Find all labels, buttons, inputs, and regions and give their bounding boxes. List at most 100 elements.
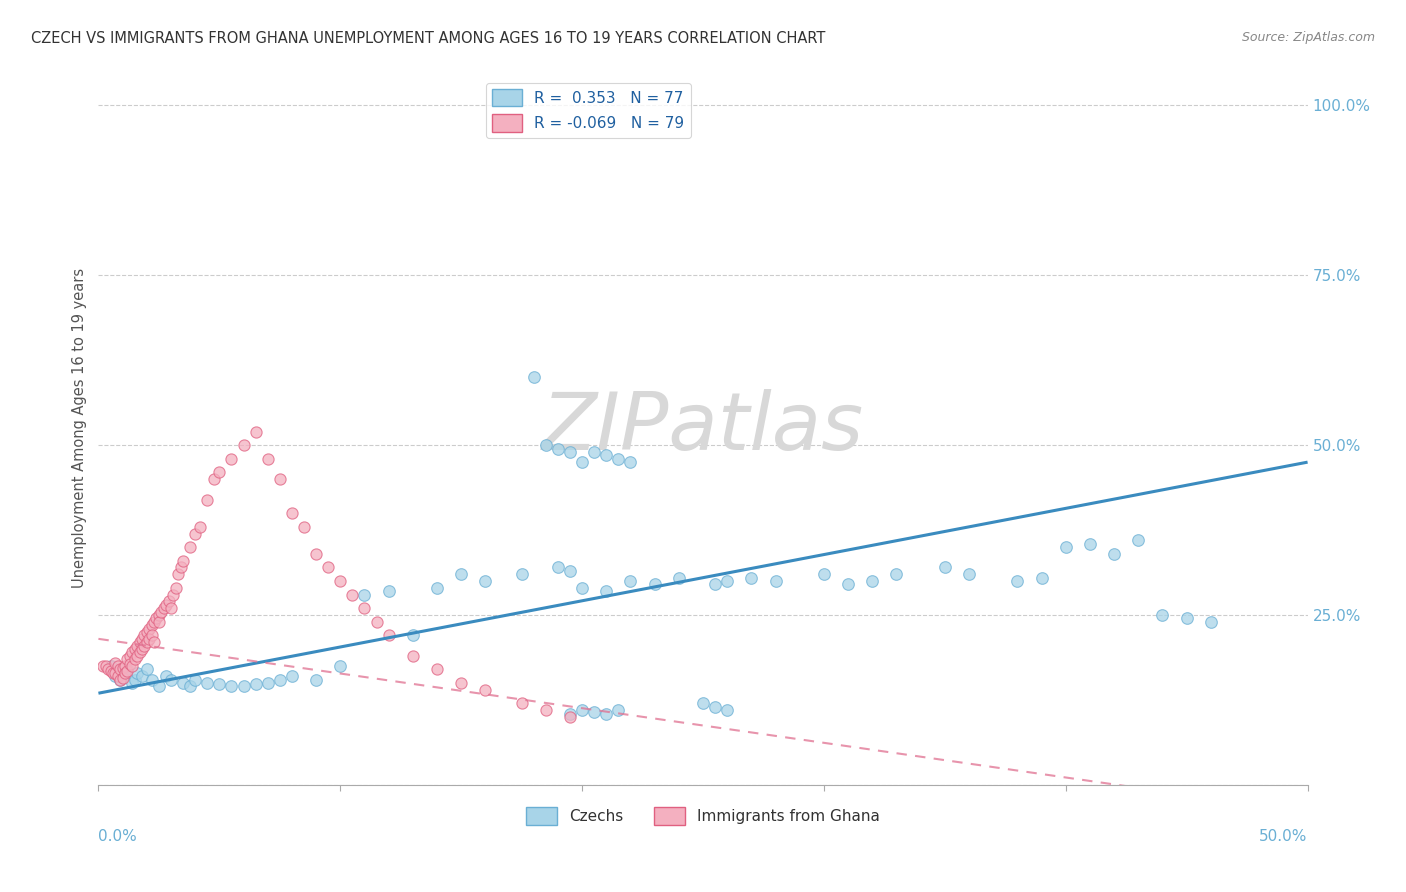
Point: [765, 574, 787, 588]
Point: [1031, 571, 1053, 585]
Point: [179, 540, 201, 554]
Point: [426, 581, 449, 595]
Point: [195, 492, 218, 507]
Point: [127, 665, 149, 680]
Point: [165, 581, 187, 595]
Point: [108, 673, 131, 687]
Point: [152, 601, 174, 615]
Point: [204, 472, 226, 486]
Point: [269, 472, 291, 486]
Text: ZIPatlas: ZIPatlas: [541, 389, 865, 467]
Point: [160, 601, 183, 615]
Point: [148, 608, 170, 623]
Point: [342, 588, 364, 602]
Point: [668, 571, 690, 585]
Point: [607, 703, 630, 717]
Point: [377, 584, 399, 599]
Point: [145, 611, 167, 625]
Point: [124, 652, 146, 666]
Point: [107, 669, 129, 683]
Point: [607, 451, 630, 466]
Point: [523, 370, 546, 384]
Point: [131, 632, 153, 646]
Point: [245, 425, 267, 439]
Point: [124, 673, 146, 687]
Point: [245, 677, 267, 691]
Point: [184, 673, 207, 687]
Point: [188, 519, 211, 533]
Point: [353, 601, 375, 615]
Point: [1007, 574, 1029, 588]
Point: [329, 659, 352, 673]
Point: [692, 697, 714, 711]
Point: [595, 706, 617, 721]
Point: [195, 676, 218, 690]
Point: [160, 673, 183, 687]
Point: [740, 571, 762, 585]
Point: [547, 442, 569, 456]
Point: [292, 519, 315, 533]
Point: [104, 669, 127, 683]
Point: [143, 635, 166, 649]
Point: [583, 705, 606, 719]
Point: [716, 703, 738, 717]
Point: [256, 451, 278, 466]
Point: [121, 645, 143, 659]
Point: [571, 455, 593, 469]
Point: [558, 564, 581, 578]
Point: [510, 567, 533, 582]
Point: [138, 632, 160, 646]
Point: [141, 628, 163, 642]
Point: [172, 554, 194, 568]
Point: [269, 673, 291, 687]
Point: [111, 665, 134, 680]
Point: [117, 662, 139, 676]
Point: [316, 560, 339, 574]
Point: [184, 526, 207, 541]
Point: [402, 628, 425, 642]
Point: [704, 699, 727, 714]
Point: [934, 560, 956, 574]
Point: [97, 662, 120, 676]
Point: [100, 664, 122, 678]
Point: [155, 669, 177, 683]
Point: [704, 577, 727, 591]
Point: [957, 567, 980, 582]
Text: CZECH VS IMMIGRANTS FROM GHANA UNEMPLOYMENT AMONG AGES 16 TO 19 YEARS CORRELATIO: CZECH VS IMMIGRANTS FROM GHANA UNEMPLOYM…: [31, 31, 825, 46]
Point: [547, 560, 569, 574]
Point: [117, 652, 139, 666]
Point: [813, 567, 835, 582]
Point: [558, 710, 581, 724]
Point: [127, 639, 149, 653]
Point: [305, 673, 328, 687]
Point: [150, 605, 173, 619]
Point: [135, 635, 157, 649]
Point: [134, 628, 156, 642]
Point: [886, 567, 908, 582]
Point: [571, 581, 593, 595]
Point: [450, 676, 472, 690]
Point: [281, 669, 304, 683]
Point: [837, 577, 859, 591]
Point: [716, 574, 738, 588]
Y-axis label: Unemployment Among Ages 16 to 19 years: Unemployment Among Ages 16 to 19 years: [72, 268, 87, 588]
Point: [366, 615, 388, 629]
Point: [131, 642, 153, 657]
Point: [148, 615, 170, 629]
Point: [221, 451, 243, 466]
Point: [107, 659, 129, 673]
Point: [208, 677, 231, 691]
Point: [208, 466, 231, 480]
Point: [232, 438, 254, 452]
Point: [111, 671, 134, 685]
Point: [141, 673, 163, 687]
Point: [108, 673, 131, 687]
Point: [155, 598, 177, 612]
Point: [167, 567, 190, 582]
Point: [148, 680, 170, 694]
Legend: Czechs, Immigrants from Ghana: Czechs, Immigrants from Ghana: [520, 801, 886, 830]
Point: [595, 448, 617, 462]
Point: [221, 680, 243, 694]
Point: [1054, 540, 1077, 554]
Point: [135, 662, 157, 676]
